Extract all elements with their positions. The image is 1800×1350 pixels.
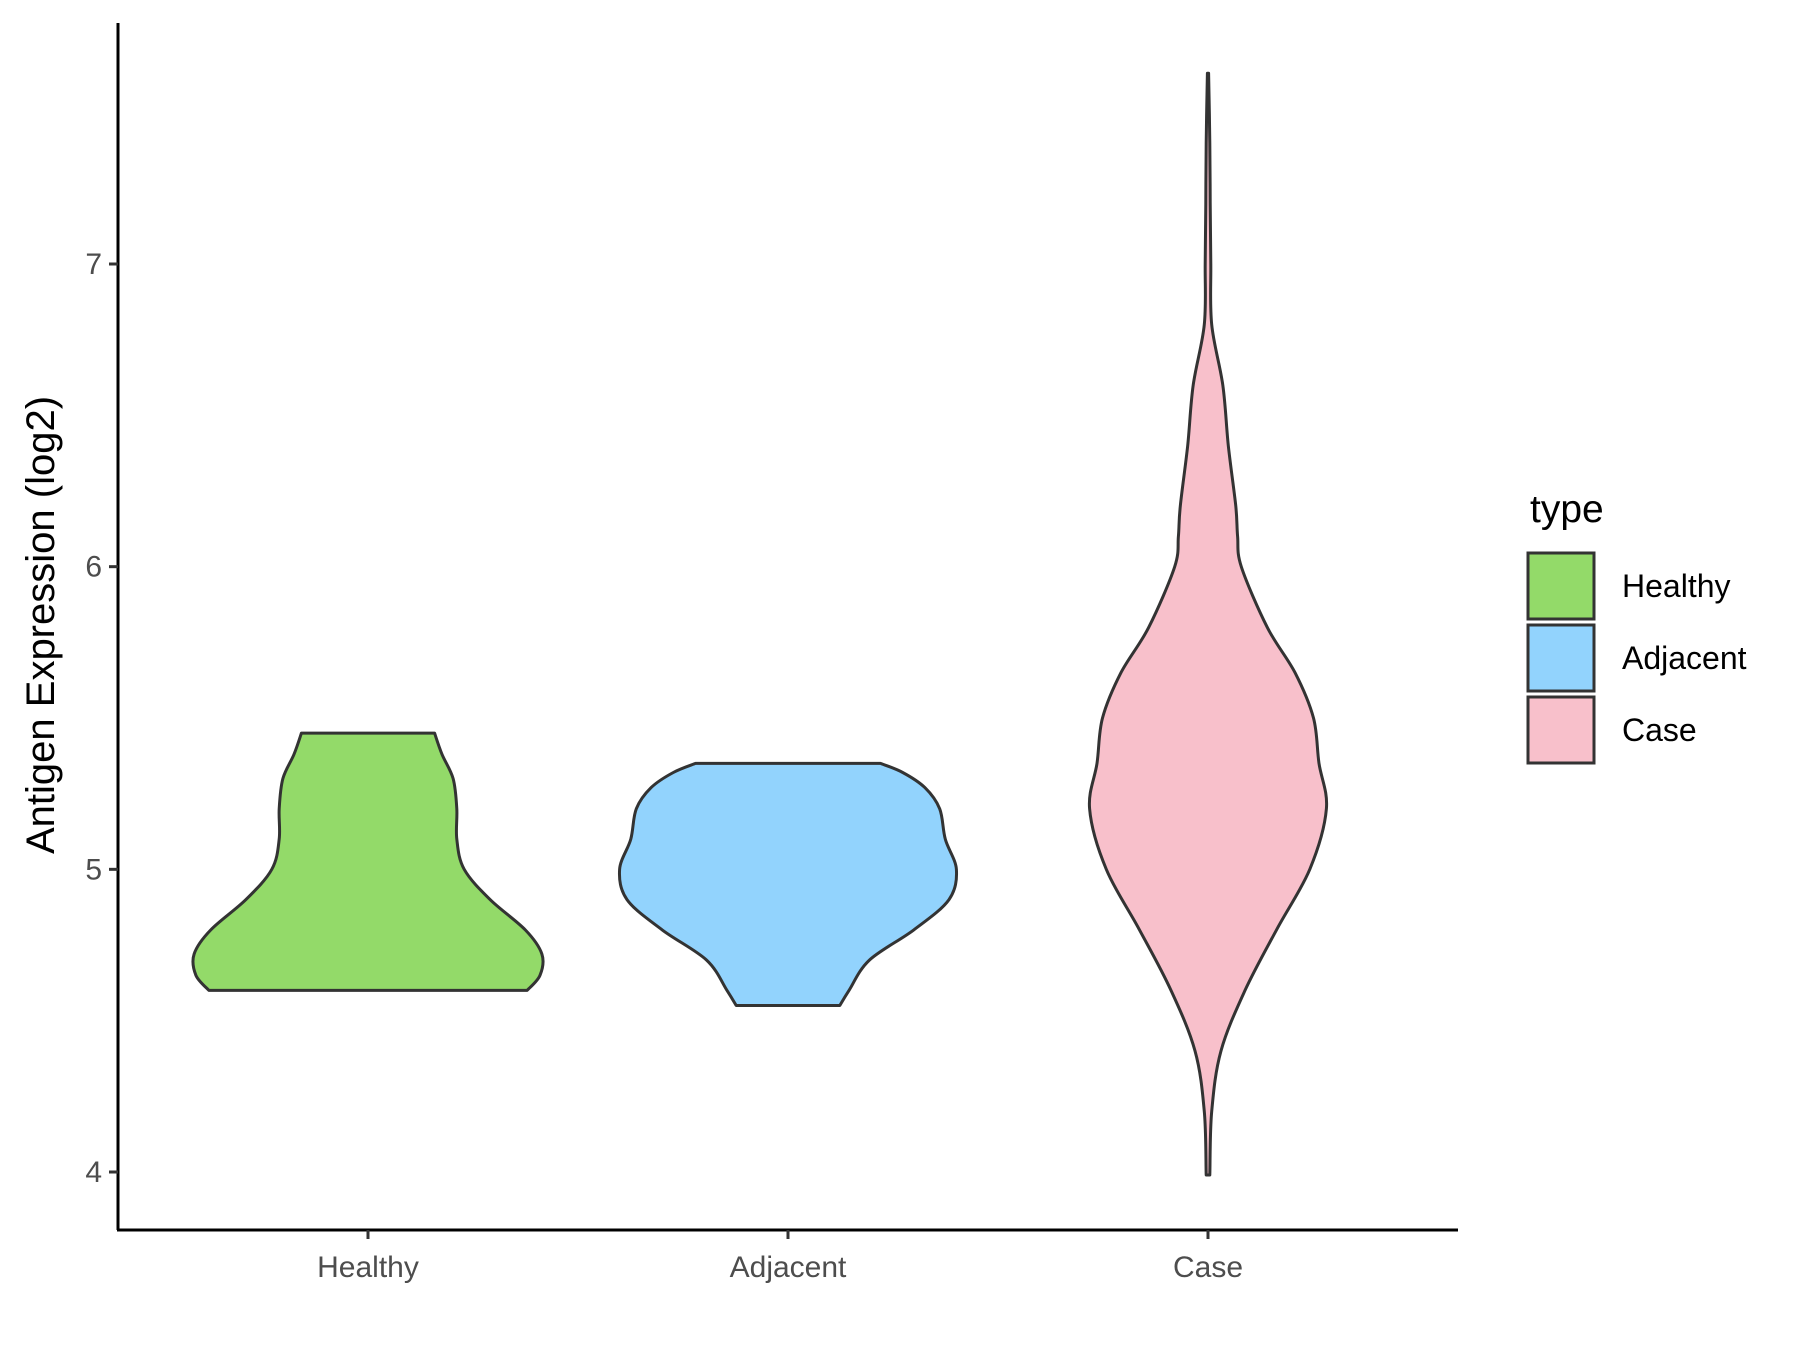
y-tick-label: 5 xyxy=(85,853,102,886)
axes-layer: 4 5 6 7 Healthy Adjacent Case xyxy=(85,23,1458,1284)
legend-swatch-case xyxy=(1526,695,1596,765)
violin-healthy xyxy=(191,731,545,992)
violin-adjacent xyxy=(617,761,959,1007)
x-tick-label-adjacent: Adjacent xyxy=(730,1251,847,1284)
legend-label-adjacent: Adjacent xyxy=(1622,640,1747,676)
legend: type Healthy Adjacent Case xyxy=(1526,488,1747,765)
legend-label-case: Case xyxy=(1622,712,1697,748)
x-tick-label-healthy: Healthy xyxy=(317,1251,419,1284)
legend-label-healthy: Healthy xyxy=(1622,568,1731,604)
y-axis-title: Antigen Expression (log2) xyxy=(19,396,63,854)
y-tick-label: 7 xyxy=(85,248,102,281)
legend-swatch-adjacent xyxy=(1526,623,1596,693)
legend-items: Healthy Adjacent Case xyxy=(1526,551,1747,765)
legend-swatch-healthy xyxy=(1526,551,1596,621)
y-ticks: 4 5 6 7 xyxy=(85,248,118,1189)
x-ticks: Healthy Adjacent Case xyxy=(317,1230,1243,1284)
violin-case xyxy=(1087,71,1329,1177)
x-tick-label-case: Case xyxy=(1173,1251,1243,1284)
violin-layer xyxy=(191,71,1329,1177)
y-tick-label: 4 xyxy=(85,1156,102,1189)
y-tick-label: 6 xyxy=(85,551,102,584)
legend-title: type xyxy=(1530,488,1604,531)
